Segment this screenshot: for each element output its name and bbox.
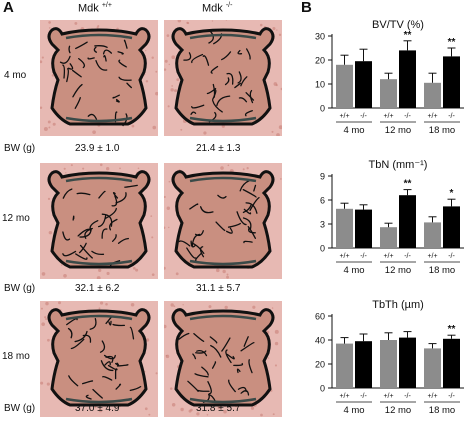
bar [443, 56, 460, 108]
genotype-label: +/+ [383, 393, 393, 400]
micrograph-ko-12mo [164, 163, 282, 279]
significance-label: ** [448, 37, 456, 48]
y-tick-label: 60 [315, 312, 325, 322]
genotype-label: -/- [404, 113, 411, 120]
chart-title: TbTh (µm) [372, 299, 424, 311]
y-tick-label: 40 [315, 336, 325, 346]
vertebra-section-image [40, 163, 158, 279]
micrograph-wt-18mo [40, 301, 158, 417]
bar [355, 341, 372, 388]
bw-label-18mo: BW (g) [4, 403, 36, 414]
x-category-label: 4 mo [343, 125, 364, 136]
bar [355, 209, 372, 248]
bar [424, 82, 441, 108]
genotype-label: +/+ [427, 393, 437, 400]
bar [336, 64, 353, 108]
bw-label-4mo: BW (g) [4, 143, 36, 154]
bar [380, 227, 397, 248]
bar [399, 195, 416, 248]
bw-ko-12mo: 31.1 ± 5.7 [196, 283, 241, 294]
vertebra-section-image [40, 301, 158, 417]
micrograph-wt-4mo [40, 20, 158, 136]
significance-label: ** [404, 30, 412, 41]
bw-ko-4mo: 21.4 ± 1.3 [196, 143, 241, 154]
genotype-label: -/- [360, 253, 367, 260]
panel-a-letter: A [3, 0, 14, 16]
x-category-label: 18 mo [429, 125, 455, 136]
header-wt: Mdk +/+ [78, 2, 112, 15]
y-tick-label: 0 [320, 384, 325, 394]
y-tick-label: 30 [315, 32, 325, 42]
chart-title: BV/TV (%) [372, 19, 424, 31]
genotype-label: +/+ [339, 393, 349, 400]
bar [443, 338, 460, 388]
bar [399, 337, 416, 388]
significance-label: * [450, 188, 454, 199]
x-category-label: 18 mo [429, 265, 455, 276]
bar [355, 61, 372, 108]
x-category-label: 12 mo [385, 405, 411, 416]
y-tick-label: 0 [320, 244, 325, 254]
bar [336, 343, 353, 388]
x-category-label: 18 mo [429, 405, 455, 416]
bar [336, 208, 353, 248]
header-ko: Mdk -/- [202, 2, 233, 15]
chart-tbth: TbTh (µm) 0 20 40 60 +/+ -/- 4 mo +/+ -/- 12 mo +/+… [290, 280, 474, 418]
genotype-label: +/+ [383, 113, 393, 120]
x-category-label: 12 mo [385, 265, 411, 276]
significance-label: ** [448, 324, 456, 335]
chart-title: TbN (mm⁻¹) [369, 159, 428, 171]
micrograph-wt-12mo [40, 163, 158, 279]
y-tick-label: 10 [315, 80, 325, 90]
genotype-label: -/- [448, 253, 455, 260]
vertebra-section-image [164, 163, 282, 279]
genotype-label: -/- [360, 113, 367, 120]
row-label-4mo: 4 mo [4, 70, 27, 81]
vertebra-section-image [40, 20, 158, 136]
y-tick-label: 0 [320, 104, 325, 114]
chart-bvtv: BV/TV (%) 0 10 20 30 +/+ -/- 4 mo +/+ ** -/- 12 mo +… [290, 0, 474, 138]
genotype-label: -/- [448, 393, 455, 400]
significance-label: ** [404, 179, 412, 190]
bar [424, 348, 441, 388]
bar [424, 222, 441, 248]
micrograph-ko-18mo [164, 301, 282, 417]
bw-label-12mo: BW (g) [4, 283, 36, 294]
y-tick-label: 20 [315, 360, 325, 370]
genotype-label: +/+ [427, 113, 437, 120]
genotype-label: +/+ [427, 253, 437, 260]
x-category-label: 4 mo [343, 405, 364, 416]
bar [443, 206, 460, 248]
row-label-12mo: 12 mo [2, 213, 30, 224]
genotype-label: -/- [404, 253, 411, 260]
bar [380, 340, 397, 388]
bw-ko-18mo: 31.8 ± 5.7 [196, 403, 241, 414]
x-category-label: 4 mo [343, 265, 364, 276]
genotype-label: +/+ [339, 113, 349, 120]
y-tick-label: 6 [320, 196, 325, 206]
genotype-label: +/+ [339, 253, 349, 260]
bw-wt-12mo: 32.1 ± 6.2 [75, 283, 120, 294]
genotype-label: -/- [448, 113, 455, 120]
bw-wt-4mo: 23.9 ± 1.0 [75, 143, 120, 154]
panel-b-letter: B [301, 0, 312, 16]
bar [399, 50, 416, 108]
vertebra-section-image [164, 301, 282, 417]
genotype-label: +/+ [383, 253, 393, 260]
genotype-label: -/- [360, 393, 367, 400]
x-category-label: 12 mo [385, 125, 411, 136]
bar [380, 79, 397, 108]
bw-wt-18mo: 37.0 ± 4.9 [75, 403, 120, 414]
row-label-18mo: 18 mo [2, 351, 30, 362]
y-tick-label: 9 [320, 172, 325, 182]
y-tick-label: 20 [315, 56, 325, 66]
chart-tbn: TbN (mm⁻¹) 0 3 6 9 +/+ -/- 4 mo +/+ ** -/- 12 mo +/+… [290, 140, 474, 278]
micrograph-ko-4mo [164, 20, 282, 136]
genotype-label: -/- [404, 393, 411, 400]
y-tick-label: 3 [320, 220, 325, 230]
vertebra-section-image [164, 20, 282, 136]
